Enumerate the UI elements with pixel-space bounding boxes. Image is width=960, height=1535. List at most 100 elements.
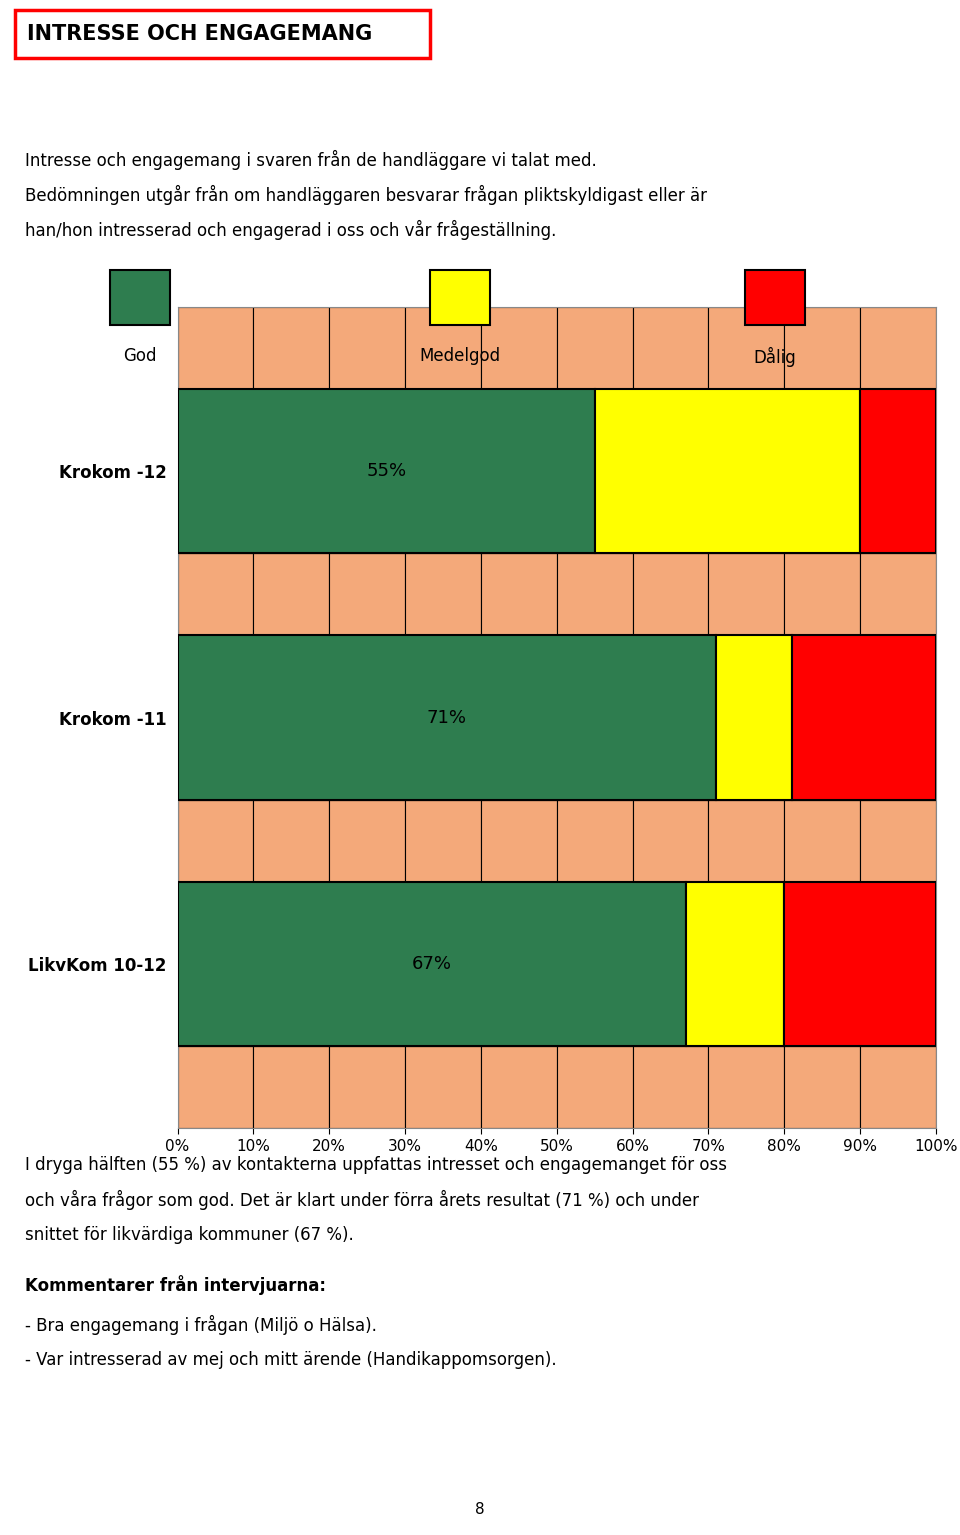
- Bar: [557, 307, 633, 388]
- Text: God: God: [123, 347, 156, 365]
- Bar: [178, 554, 253, 635]
- Bar: [481, 388, 557, 553]
- Bar: [253, 307, 329, 388]
- Bar: [792, 635, 936, 800]
- Bar: [329, 554, 405, 635]
- Bar: [15, 11, 430, 58]
- Bar: [481, 881, 557, 1047]
- Text: Bedömningen utgår från om handläggaren besvarar frågan pliktskyldigast eller är: Bedömningen utgår från om handläggaren b…: [25, 184, 707, 206]
- Bar: [557, 388, 633, 553]
- Bar: [708, 800, 784, 881]
- Bar: [633, 1047, 708, 1128]
- Bar: [784, 881, 936, 1047]
- Bar: [430, 270, 490, 325]
- Bar: [253, 881, 329, 1047]
- Bar: [405, 635, 481, 800]
- Bar: [329, 307, 405, 388]
- Bar: [860, 635, 936, 800]
- Bar: [329, 388, 405, 553]
- Bar: [481, 800, 557, 881]
- Text: Dålig: Dålig: [754, 347, 797, 367]
- Bar: [405, 388, 481, 553]
- Bar: [557, 800, 633, 881]
- Bar: [860, 881, 936, 1047]
- Bar: [253, 1047, 329, 1128]
- Bar: [633, 388, 708, 553]
- Bar: [253, 388, 329, 553]
- Bar: [253, 800, 329, 881]
- Bar: [178, 388, 595, 553]
- Bar: [860, 1047, 936, 1128]
- Bar: [329, 800, 405, 881]
- Bar: [685, 881, 784, 1047]
- Text: 71%: 71%: [427, 709, 467, 726]
- Text: Kommentarer från intervjuarna:: Kommentarer från intervjuarna:: [25, 1276, 326, 1296]
- Bar: [633, 881, 708, 1047]
- Bar: [481, 635, 557, 800]
- Bar: [633, 554, 708, 635]
- Bar: [178, 635, 716, 800]
- Bar: [178, 800, 253, 881]
- Bar: [784, 1047, 860, 1128]
- Text: Medelgod: Medelgod: [420, 347, 500, 365]
- Bar: [178, 881, 685, 1047]
- Text: - Bra engagemang i frågan (Miljö o Hälsa).: - Bra engagemang i frågan (Miljö o Hälsa…: [25, 1315, 377, 1335]
- Bar: [784, 881, 860, 1047]
- Bar: [557, 1047, 633, 1128]
- Text: INTRESSE OCH ENGAGEMANG: INTRESSE OCH ENGAGEMANG: [27, 25, 372, 45]
- Text: 67%: 67%: [412, 955, 451, 973]
- Bar: [178, 388, 253, 553]
- Bar: [716, 635, 792, 800]
- Bar: [708, 881, 784, 1047]
- Bar: [860, 388, 936, 553]
- Bar: [784, 635, 860, 800]
- Bar: [253, 554, 329, 635]
- Text: han/hon intresserad och engagerad i oss och vår frågeställning.: han/hon intresserad och engagerad i oss …: [25, 220, 557, 239]
- Bar: [784, 800, 860, 881]
- Bar: [633, 800, 708, 881]
- Text: Intresse och engagemang i svaren från de handläggare vi talat med.: Intresse och engagemang i svaren från de…: [25, 150, 597, 170]
- Bar: [784, 388, 860, 553]
- Bar: [633, 307, 708, 388]
- Bar: [110, 270, 170, 325]
- Bar: [708, 1047, 784, 1128]
- Text: 55%: 55%: [366, 462, 406, 480]
- Bar: [405, 881, 481, 1047]
- Bar: [633, 635, 708, 800]
- Bar: [405, 554, 481, 635]
- Bar: [178, 307, 253, 388]
- Bar: [745, 270, 805, 325]
- Bar: [481, 554, 557, 635]
- Bar: [178, 881, 253, 1047]
- Bar: [860, 800, 936, 881]
- Bar: [405, 307, 481, 388]
- Bar: [557, 554, 633, 635]
- Bar: [708, 388, 784, 553]
- Bar: [860, 307, 936, 388]
- Bar: [329, 1047, 405, 1128]
- Bar: [595, 388, 860, 553]
- Bar: [708, 635, 784, 800]
- Bar: [708, 554, 784, 635]
- Text: och våra frågor som god. Det är klart under förra årets resultat (71 %) och unde: och våra frågor som god. Det är klart un…: [25, 1190, 699, 1210]
- Bar: [557, 635, 633, 800]
- Text: - Var intresserad av mej och mitt ärende (Handikappomsorgen).: - Var intresserad av mej och mitt ärende…: [25, 1351, 557, 1369]
- Bar: [178, 1047, 253, 1128]
- Bar: [329, 635, 405, 800]
- Bar: [329, 881, 405, 1047]
- Bar: [784, 307, 860, 388]
- Bar: [178, 635, 253, 800]
- Bar: [481, 307, 557, 388]
- Text: snittet för likvärdiga kommuner (67 %).: snittet för likvärdiga kommuner (67 %).: [25, 1226, 353, 1243]
- Bar: [860, 388, 936, 553]
- Bar: [405, 1047, 481, 1128]
- Text: 8: 8: [475, 1503, 485, 1518]
- Bar: [253, 635, 329, 800]
- Bar: [557, 881, 633, 1047]
- Bar: [405, 800, 481, 881]
- Text: I dryga hälften (55 %) av kontakterna uppfattas intresset och engagemanget för o: I dryga hälften (55 %) av kontakterna up…: [25, 1156, 727, 1174]
- Bar: [784, 554, 860, 635]
- Bar: [481, 1047, 557, 1128]
- Bar: [708, 307, 784, 388]
- Bar: [860, 554, 936, 635]
